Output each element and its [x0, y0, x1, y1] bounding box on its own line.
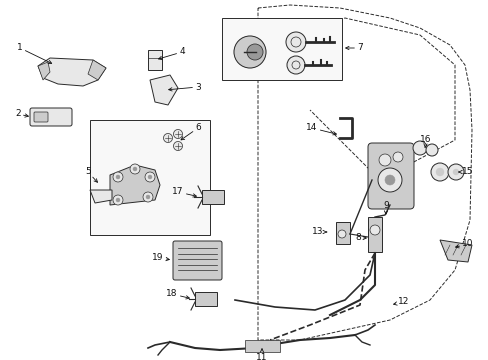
Bar: [202, 190, 224, 204]
Circle shape: [146, 195, 150, 199]
Circle shape: [145, 172, 155, 182]
Text: 5: 5: [85, 167, 97, 182]
FancyBboxPatch shape: [367, 143, 413, 209]
Text: 4: 4: [158, 48, 184, 60]
FancyBboxPatch shape: [34, 112, 48, 122]
Polygon shape: [38, 62, 50, 80]
Polygon shape: [90, 190, 112, 203]
Text: 8: 8: [354, 234, 366, 243]
Circle shape: [378, 154, 390, 166]
Text: 16: 16: [419, 135, 431, 147]
Bar: [222, 18, 341, 80]
Circle shape: [116, 198, 120, 202]
Bar: [148, 50, 162, 70]
Circle shape: [113, 195, 123, 205]
Circle shape: [430, 163, 448, 181]
Bar: [195, 292, 217, 306]
Circle shape: [173, 141, 182, 150]
Polygon shape: [110, 165, 160, 205]
Circle shape: [163, 134, 172, 143]
Circle shape: [286, 56, 305, 74]
Circle shape: [133, 167, 137, 171]
Text: 17: 17: [172, 188, 196, 197]
Circle shape: [173, 130, 182, 139]
Circle shape: [142, 192, 153, 202]
Text: 12: 12: [393, 297, 409, 306]
Circle shape: [116, 175, 120, 179]
Circle shape: [384, 175, 394, 185]
Text: 14: 14: [305, 123, 336, 135]
Bar: [90, 120, 209, 235]
Circle shape: [369, 225, 379, 235]
Polygon shape: [150, 75, 178, 105]
Polygon shape: [38, 58, 106, 86]
Text: 18: 18: [166, 289, 189, 299]
Polygon shape: [88, 60, 106, 80]
Text: 11: 11: [256, 349, 267, 360]
Circle shape: [447, 164, 463, 180]
Circle shape: [246, 44, 263, 60]
Circle shape: [435, 168, 443, 176]
Text: 10: 10: [455, 239, 473, 248]
Circle shape: [377, 168, 401, 192]
Circle shape: [113, 172, 123, 182]
Text: 7: 7: [345, 44, 362, 53]
Circle shape: [452, 169, 458, 175]
Circle shape: [337, 230, 346, 238]
Text: 19: 19: [152, 253, 169, 262]
Text: 9: 9: [382, 201, 388, 214]
Text: 15: 15: [458, 167, 473, 176]
Circle shape: [285, 32, 305, 52]
Circle shape: [392, 152, 402, 162]
FancyBboxPatch shape: [173, 241, 222, 280]
Circle shape: [148, 175, 152, 179]
Circle shape: [425, 144, 437, 156]
Circle shape: [130, 164, 140, 174]
Text: 1: 1: [17, 44, 52, 63]
Bar: [335, 222, 349, 244]
Circle shape: [412, 141, 426, 155]
Text: 6: 6: [181, 123, 201, 140]
Bar: [244, 340, 280, 352]
Text: 3: 3: [168, 82, 201, 91]
Bar: [367, 217, 381, 252]
FancyBboxPatch shape: [30, 108, 72, 126]
Text: 13: 13: [312, 228, 326, 237]
Polygon shape: [439, 240, 471, 262]
Text: 2: 2: [15, 109, 28, 118]
Circle shape: [234, 36, 265, 68]
